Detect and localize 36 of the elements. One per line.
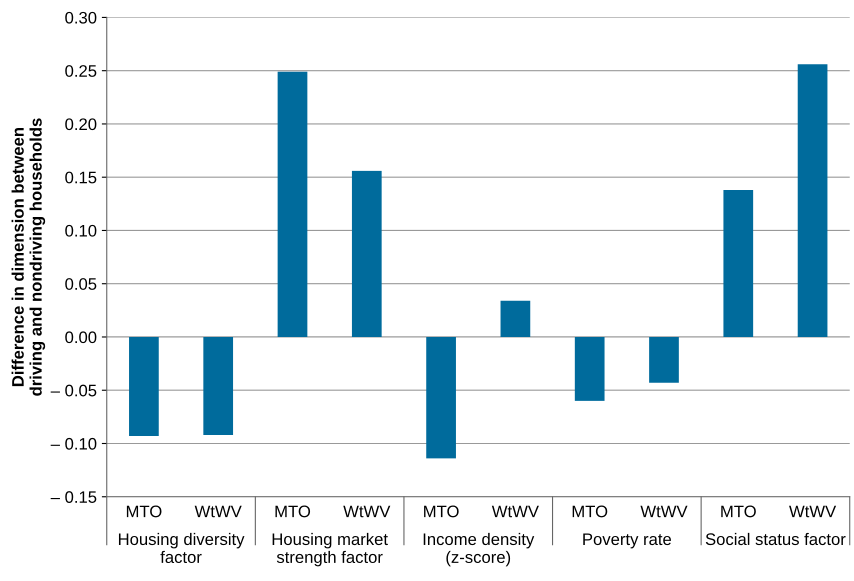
- x-tick-label: MTO: [721, 506, 756, 518]
- text: Housing market strength factor: [272, 532, 388, 566]
- x-tick-label: WtWV: [343, 506, 390, 518]
- bar: [203, 336, 234, 435]
- text: Income density (z-score): [424, 532, 534, 566]
- bar: [574, 336, 605, 401]
- x-tick-label: WtWV: [492, 506, 539, 518]
- x-tick-label: MTO: [275, 506, 310, 518]
- y-tick-label: – 0.15: [50, 491, 96, 503]
- y-tick-label: 0.20: [65, 118, 96, 130]
- bar: [500, 300, 530, 337]
- bar: [426, 336, 456, 458]
- text: Social status factor: [706, 532, 846, 546]
- bar: [798, 64, 828, 337]
- x-tick-label: MTO: [424, 506, 459, 518]
- y-tick-label: 0.00: [65, 331, 96, 344]
- y-tick-label: 0.10: [65, 224, 96, 237]
- x-tick-label: WtWV: [194, 506, 242, 518]
- x-tick-label: WtWV: [640, 506, 688, 518]
- bar: [649, 336, 679, 383]
- bar: [352, 170, 382, 337]
- text: Housing diversity factor: [118, 532, 244, 564]
- bar: [129, 336, 159, 436]
- y-tick-label: 0.05: [65, 278, 96, 290]
- y-tick-label: – 0.10: [50, 438, 96, 450]
- x-tick-label: MTO: [126, 506, 162, 518]
- bar: [723, 190, 754, 337]
- bar: [278, 72, 308, 337]
- y-tick-label: 0.30: [65, 12, 96, 24]
- x-tick-label: WtWV: [789, 506, 836, 518]
- text: Poverty rate: [583, 533, 672, 548]
- x-tick-label: MTO: [572, 506, 608, 518]
- y-tick-label: 0.15: [65, 172, 96, 184]
- y-tick-label: – 0.05: [50, 384, 96, 396]
- y-axis-title: Difference in dimension between driving and nondriving households: [12, 118, 46, 396]
- y-tick-label: 0.25: [65, 65, 96, 77]
